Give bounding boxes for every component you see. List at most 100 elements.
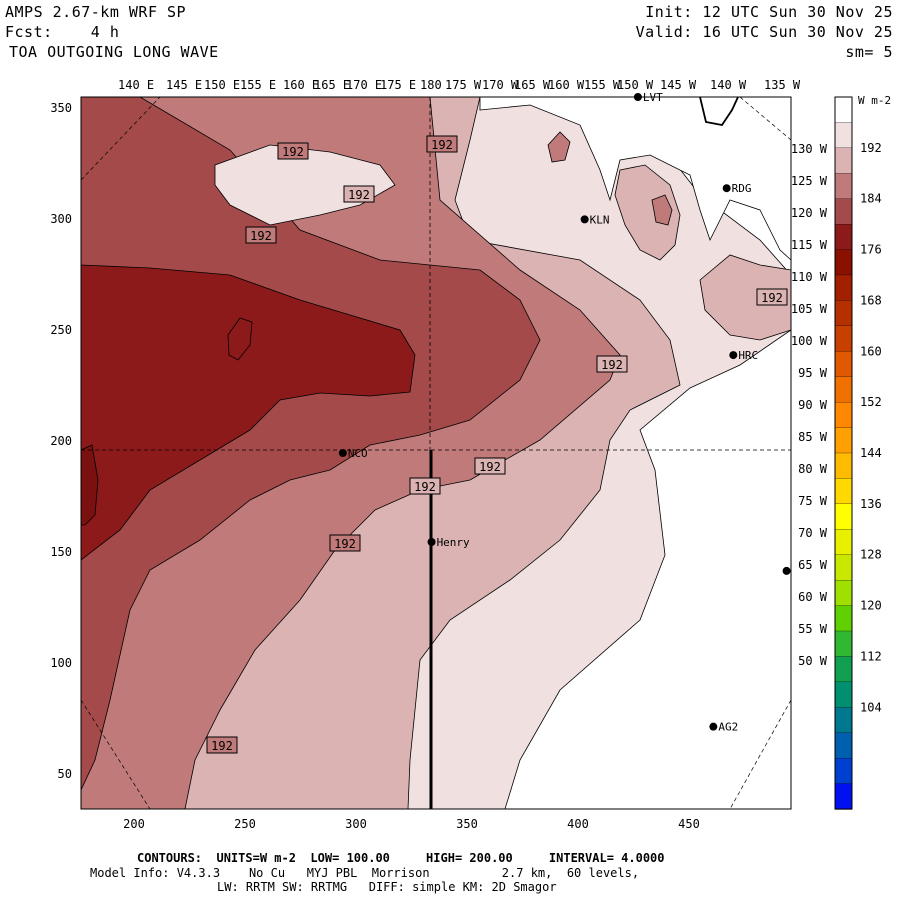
colorbar-swatch (834, 147, 853, 174)
model-title: AMPS 2.67-km WRF SP (5, 3, 187, 21)
valid-value: 16 UTC Sun 30 Nov 25 (702, 23, 893, 41)
station-lvt: LVT (633, 91, 663, 104)
model-info: Model Info: V4.3.3 No Cu MYJ PBL Morriso… (90, 866, 640, 880)
lat-label: 70 W (798, 526, 828, 540)
colorbar-swatch (834, 198, 853, 225)
svg-text:192: 192 (334, 537, 356, 551)
colorbar-swatch (834, 579, 853, 607)
lon-label: 165 E (314, 78, 351, 92)
high-cloud-patch-east (699, 254, 791, 341)
coastline (699, 97, 739, 126)
station-dot (580, 215, 589, 224)
lat-label: 130 W (791, 142, 828, 156)
units-value: W m-2 (259, 851, 296, 865)
y-tick-label: 150 (50, 545, 72, 559)
plot-frame (80, 96, 792, 810)
lon-label: 180 (420, 78, 442, 92)
station-henry: Henry (427, 536, 470, 549)
lon-label: 160 W (548, 78, 585, 92)
colorbar-swatch (834, 351, 853, 378)
colorbar-swatch (834, 478, 853, 505)
colorbar-swatch (834, 300, 853, 327)
colorbar-swatch (834, 656, 853, 683)
colorbar-label: 176 (860, 243, 882, 257)
colorbar-label: 184 (860, 192, 882, 206)
station-dot (427, 538, 436, 546)
contour-label: 192 (245, 226, 277, 244)
lon-label: 150 E (204, 78, 241, 92)
band-176-184 (81, 97, 541, 791)
lat-label: 105 W (791, 302, 828, 316)
forecast-hour: Fcst: 4 h (5, 24, 119, 41)
svg-text:192: 192 (348, 188, 370, 202)
station-label: HRC (738, 349, 758, 362)
interval-value: 4.0000 (621, 851, 665, 865)
y-tick-label: 300 (50, 212, 72, 226)
colorbar-swatches (834, 96, 853, 810)
lat-label: 125 W (791, 174, 828, 188)
station-nco: NCO (338, 447, 368, 460)
station-dot (722, 184, 731, 193)
station-label: AG2 (718, 721, 738, 734)
colorbar-label: 120 (860, 599, 882, 613)
contour-label: 192 (596, 355, 628, 373)
colorbar-swatch (834, 249, 853, 276)
low-value: 100.00 (346, 851, 390, 865)
x-axis-ticks: 200 250 300 350 400 450 (123, 817, 700, 831)
station-ag2: AG2 (709, 721, 738, 734)
station-label: RDG (732, 182, 752, 195)
x-tick-label: 350 (456, 817, 478, 831)
svg-text:192: 192 (250, 229, 272, 243)
y-tick-label: 350 (50, 101, 72, 115)
station-kln: KLN (580, 213, 610, 226)
y-tick-label: 100 (50, 656, 72, 670)
colorbar-label: 104 (860, 700, 882, 714)
colorbar-swatch (834, 783, 853, 810)
colorbar-label: 160 (860, 344, 882, 358)
lat-label: 60 W (798, 590, 828, 604)
x-tick-label: 400 (567, 817, 589, 831)
svg-text:192: 192 (761, 291, 783, 305)
colorbar-label: 144 (860, 446, 882, 460)
lat-label: 110 W (791, 270, 828, 284)
band-168-176 (81, 264, 416, 561)
lat-label: 95 W (798, 366, 828, 380)
field-name: TOA OUTGOING LONG WAVE (9, 43, 219, 61)
map-boundary-west (81, 97, 161, 809)
colorbar-swatch (834, 630, 853, 658)
high-value: 200.00 (469, 851, 513, 865)
x-tick-label: 250 (234, 817, 256, 831)
band-above-208-patch (479, 97, 791, 261)
colorbar-swatch (834, 732, 853, 759)
lat-label: 80 W (798, 462, 828, 476)
y-tick-label: 50 (58, 767, 72, 781)
svg-text:192: 192 (601, 358, 623, 372)
init-label: Init: (645, 3, 693, 21)
lon-label: 145 W (660, 78, 697, 92)
colorbar-label: 168 (860, 293, 882, 307)
station-label: KLN (590, 213, 610, 226)
colorbar-swatch (834, 605, 853, 632)
station-label: Henry (437, 536, 470, 549)
y-tick-label: 250 (50, 323, 72, 337)
station-label: LVT (643, 91, 663, 104)
svg-text:192: 192 (431, 138, 453, 152)
lon-label: 175 W (445, 78, 482, 92)
contour-label: 192 (409, 477, 441, 495)
lat-label: 85 W (798, 430, 828, 444)
lon-label: 170 E (346, 78, 383, 92)
fcst-value: 4 h (90, 23, 120, 41)
colorbar-swatch (834, 173, 853, 200)
high-cloud-patch (614, 164, 681, 261)
colorbar-swatch (834, 376, 853, 403)
small-patch (227, 317, 253, 361)
lat-label: 65 W (798, 558, 828, 572)
lat-label: 75 W (798, 494, 828, 508)
lon-label: 155 E (240, 78, 277, 92)
station-dot (782, 566, 791, 575)
contour-fill (81, 97, 791, 809)
colorbar-swatch (834, 757, 853, 785)
colorbar-swatch (834, 681, 853, 708)
lon-label: 175 E (380, 78, 417, 92)
